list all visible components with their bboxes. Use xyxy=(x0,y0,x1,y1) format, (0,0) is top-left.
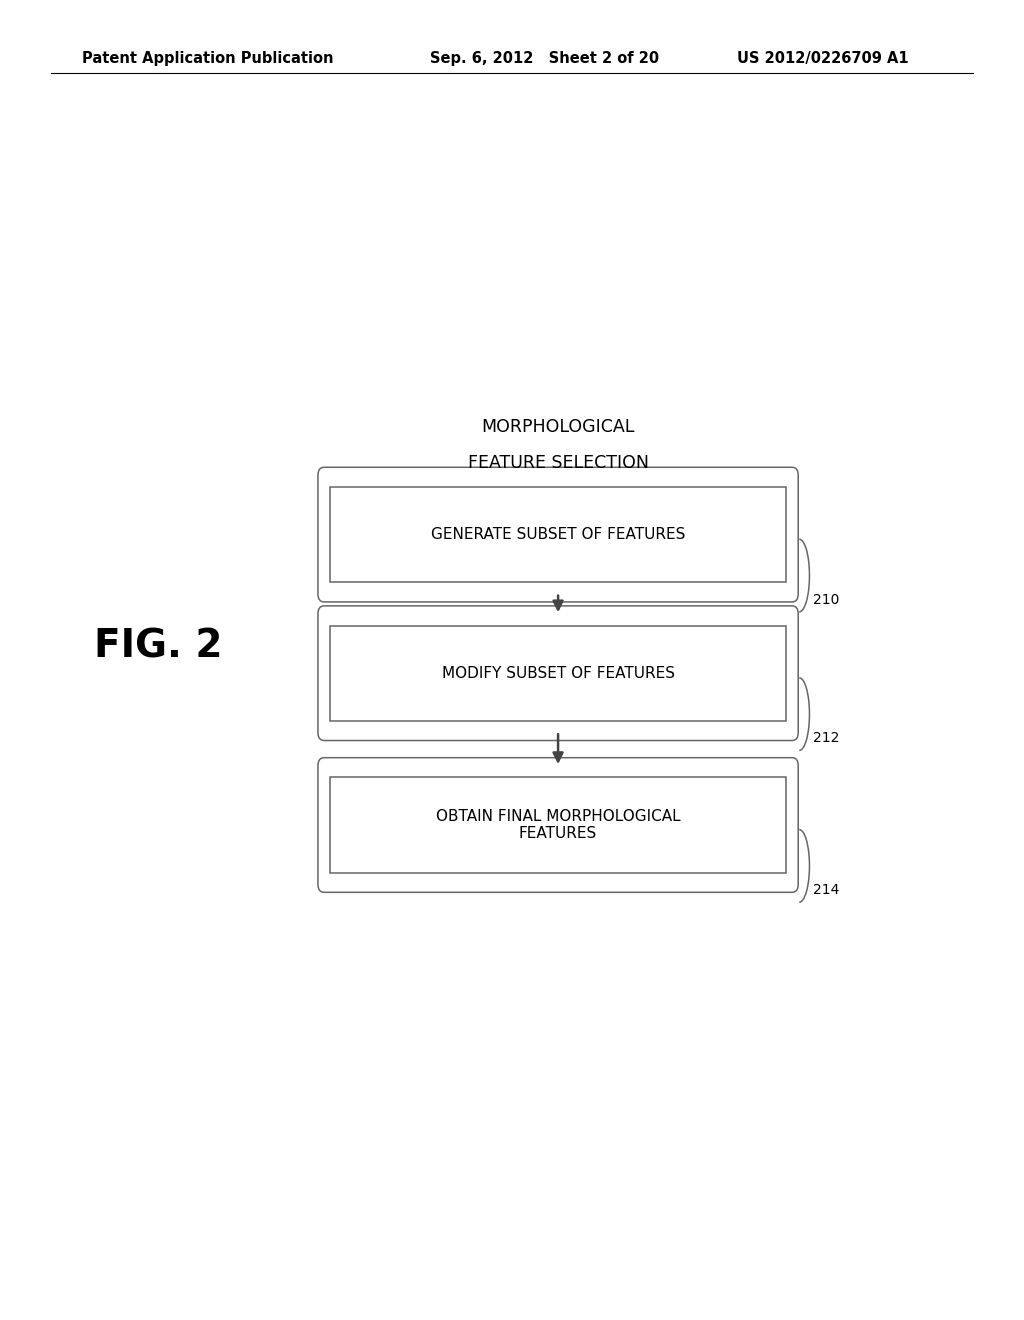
Text: 214: 214 xyxy=(813,883,839,898)
Text: OBTAIN FINAL MORPHOLOGICAL
FEATURES: OBTAIN FINAL MORPHOLOGICAL FEATURES xyxy=(436,809,680,841)
Text: Patent Application Publication: Patent Application Publication xyxy=(82,50,334,66)
Text: FIG. 2: FIG. 2 xyxy=(94,628,223,665)
Text: 210: 210 xyxy=(813,593,839,607)
FancyBboxPatch shape xyxy=(330,487,786,582)
Text: MORPHOLOGICAL: MORPHOLOGICAL xyxy=(481,417,635,436)
Text: 212: 212 xyxy=(813,731,839,746)
Text: MODIFY SUBSET OF FEATURES: MODIFY SUBSET OF FEATURES xyxy=(441,665,675,681)
Text: US 2012/0226709 A1: US 2012/0226709 A1 xyxy=(737,50,909,66)
FancyBboxPatch shape xyxy=(330,777,786,873)
FancyBboxPatch shape xyxy=(317,606,799,741)
FancyArrowPatch shape xyxy=(554,595,562,610)
FancyBboxPatch shape xyxy=(330,626,786,721)
Text: FEATURE SELECTION: FEATURE SELECTION xyxy=(468,454,648,473)
FancyBboxPatch shape xyxy=(317,467,799,602)
Text: GENERATE SUBSET OF FEATURES: GENERATE SUBSET OF FEATURES xyxy=(431,527,685,543)
Text: Sep. 6, 2012   Sheet 2 of 20: Sep. 6, 2012 Sheet 2 of 20 xyxy=(430,50,659,66)
FancyBboxPatch shape xyxy=(317,758,799,892)
FancyArrowPatch shape xyxy=(554,734,562,762)
